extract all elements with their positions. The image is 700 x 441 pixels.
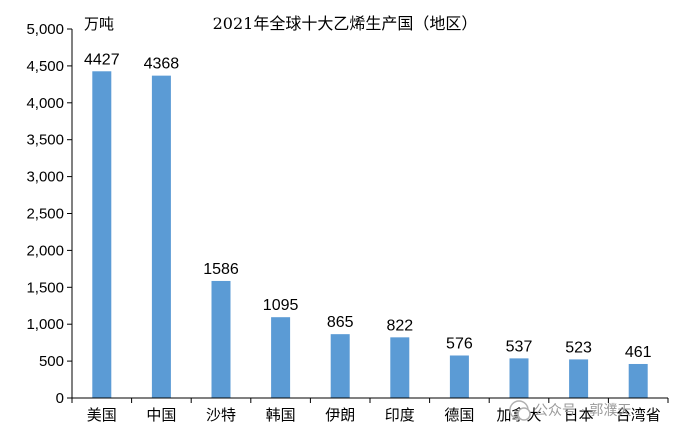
x-tick-label: 德国	[444, 406, 474, 424]
x-tick-label: 韩国	[266, 406, 296, 424]
bar	[211, 280, 231, 398]
y-tick-label: 4,500	[26, 58, 64, 75]
data-label: 537	[506, 338, 533, 355]
data-label: 4368	[144, 56, 180, 73]
bar	[628, 363, 648, 398]
x-tick-label: 印度	[385, 406, 415, 424]
x-tick-label: 台湾省	[616, 406, 661, 424]
watermark-text: 公众号 · 郭濮天	[534, 402, 631, 419]
bars	[92, 71, 648, 398]
x-axis: 美国中国沙特韩国伊朗印度德国加拿大日本台湾省	[71, 397, 669, 424]
y-tick-label: 2,000	[26, 242, 64, 259]
bar	[390, 337, 410, 398]
data-label: 461	[625, 344, 652, 361]
x-tick-label: 日本	[564, 406, 594, 424]
bar	[330, 334, 350, 398]
bar	[92, 71, 112, 398]
x-tick-label: 美国	[87, 406, 117, 424]
data-label: 865	[327, 314, 354, 331]
x-tick-label: 中国	[146, 406, 176, 424]
bar	[449, 355, 469, 398]
x-tick-label: 沙特	[206, 406, 236, 424]
y-tick-label: 2,500	[26, 206, 64, 223]
y-tick-label: 500	[39, 353, 64, 370]
data-labels: 4427 4368 1586 1095 865 822 576 537 523 461	[84, 51, 652, 361]
y-tick-label: 3,000	[26, 169, 64, 186]
bar	[151, 75, 171, 398]
y-tick-label: 3,500	[26, 132, 64, 149]
chart-title: 2021年全球十大乙烯生产国（地区）	[213, 14, 478, 33]
data-label: 523	[565, 339, 592, 356]
x-tick-label: 伊朗	[325, 406, 355, 424]
wechat-logo-icon-inner	[517, 407, 531, 421]
data-label: 1586	[203, 261, 239, 278]
y-axis: 0 500 1,000 1,500 2,000 2,500 3,000 3,500 4,000 4…	[26, 21, 73, 407]
data-label: 4427	[84, 51, 120, 68]
y-tick-label: 1,500	[26, 279, 64, 296]
bar	[271, 317, 291, 398]
unit-label: 万吨	[84, 15, 114, 33]
bar	[569, 359, 589, 398]
y-tick-label: 1,000	[26, 316, 64, 333]
y-tick-label: 0	[56, 390, 64, 407]
bar	[509, 358, 529, 398]
data-label: 576	[446, 335, 473, 352]
y-tick-label: 5,000	[26, 21, 64, 38]
data-label: 1095	[263, 297, 299, 314]
y-tick-label: 4,000	[26, 95, 64, 112]
watermark: 公众号 · 郭濮天	[509, 400, 631, 421]
data-label: 822	[386, 317, 413, 334]
